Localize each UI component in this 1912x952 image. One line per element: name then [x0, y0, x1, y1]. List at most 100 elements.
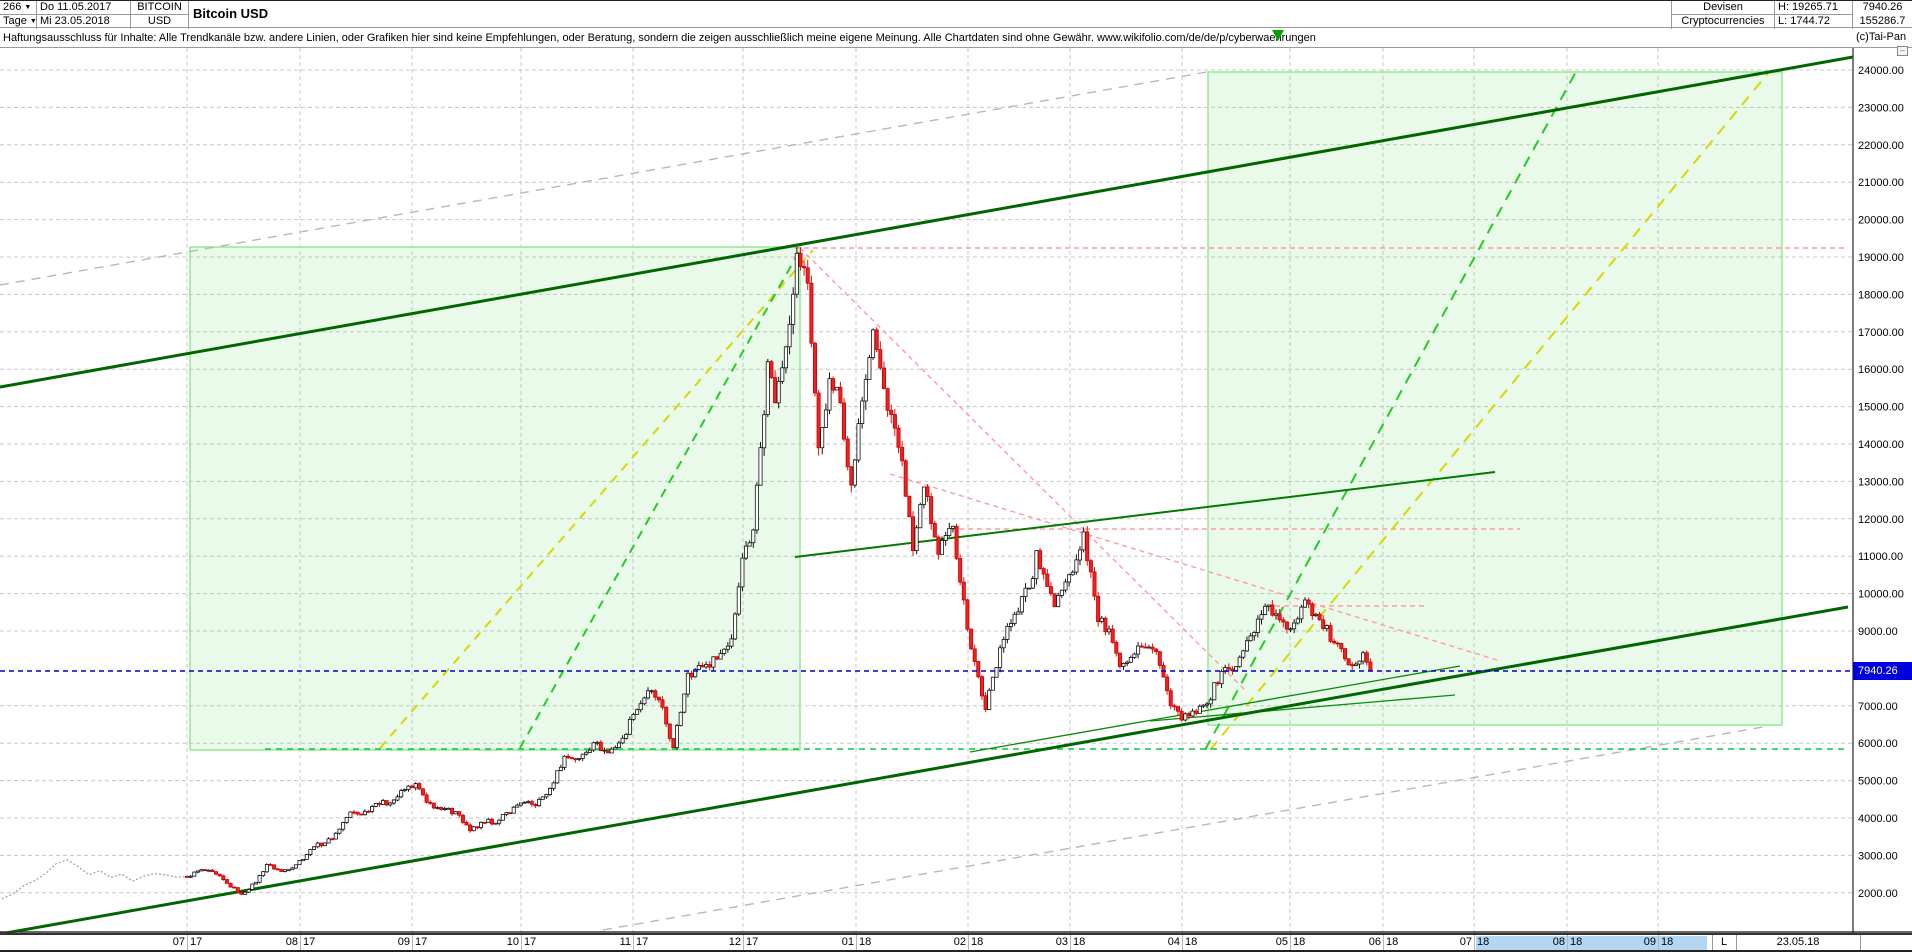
candle	[1350, 664, 1355, 667]
candle	[1154, 648, 1159, 652]
candle	[765, 361, 770, 416]
candle	[279, 869, 284, 872]
x-axis-year-label: 17	[746, 936, 759, 948]
channel-top-major	[0, 55, 1854, 389]
future-range-highlight[interactable]	[1476, 936, 1707, 950]
candle	[1364, 652, 1369, 663]
candle	[722, 648, 727, 654]
volume-value-label: 155286.7	[1859, 15, 1906, 27]
candle	[322, 842, 327, 847]
candle	[932, 523, 937, 538]
candle	[388, 802, 393, 806]
candle	[297, 860, 302, 866]
candle	[1339, 643, 1344, 650]
x-axis-tick	[1658, 935, 1659, 950]
candle	[689, 672, 694, 678]
candle	[1172, 705, 1177, 708]
candle	[188, 875, 193, 878]
candle	[1125, 661, 1130, 664]
x-axis-tick	[1290, 935, 1291, 950]
candle	[511, 806, 516, 814]
candle	[1001, 639, 1006, 649]
x-axis-year-label: 17	[190, 936, 203, 948]
candle	[1281, 619, 1286, 623]
candle	[482, 822, 487, 824]
candle	[1306, 599, 1311, 605]
candle	[1150, 646, 1155, 650]
candle	[199, 869, 204, 872]
y-axis-label: 12000.00	[1858, 514, 1904, 526]
candle	[1324, 625, 1329, 629]
candle	[526, 801, 531, 803]
last-value-label: 7940.26	[1862, 1, 1903, 13]
date-from-field[interactable]: Do 11.05.2017	[37, 1, 131, 15]
candle	[399, 790, 404, 798]
x-axis-tick	[1383, 935, 1384, 950]
candle	[250, 883, 255, 890]
candle	[976, 661, 981, 678]
candle	[696, 665, 701, 670]
date-to-field[interactable]: Mi 23.05.2018	[37, 15, 131, 29]
candle	[1139, 645, 1144, 648]
candle	[384, 800, 389, 806]
candle	[998, 647, 1003, 668]
candle	[587, 749, 592, 753]
candle	[842, 402, 847, 440]
candle	[813, 342, 818, 394]
y-axis-label: 9000.00	[1858, 626, 1898, 638]
y-axis-label: 21000.00	[1858, 177, 1904, 189]
candle	[831, 378, 836, 391]
candle	[1284, 621, 1289, 630]
disclaimer-text: Haftungsausschluss für Inhalte: Alle Tre…	[0, 29, 1912, 48]
y-axis-label: 20000.00	[1858, 215, 1904, 227]
x-axis-year-label: 17	[636, 936, 649, 948]
candle	[1266, 604, 1271, 607]
candle	[224, 879, 229, 884]
collapse-box-icon[interactable]: –	[1897, 46, 1908, 56]
candle	[348, 811, 353, 818]
fan-green-dashed-right	[1204, 67, 1579, 751]
high-value-label: H: 19265.71	[1775, 1, 1853, 15]
candle	[1092, 571, 1097, 597]
candle	[1270, 604, 1275, 616]
candle	[740, 557, 745, 588]
candle	[867, 357, 872, 380]
candle	[685, 672, 690, 695]
candle	[606, 749, 611, 754]
x-axis-month-label: 08	[285, 936, 298, 948]
candle	[856, 423, 861, 461]
candle	[380, 800, 385, 805]
period-dropdown[interactable]: Tage ▼	[0, 15, 37, 29]
candle	[1048, 586, 1053, 595]
candle	[1088, 560, 1093, 573]
candle	[519, 802, 524, 806]
candle	[206, 869, 211, 872]
candle	[1034, 550, 1039, 580]
candle	[493, 822, 498, 825]
bar-count-dropdown[interactable]: 266 ▼	[0, 1, 37, 15]
candle	[1295, 618, 1300, 624]
last-price-tag: 7940.26	[1853, 662, 1912, 680]
candle	[540, 796, 545, 800]
candle	[889, 409, 894, 415]
candle	[736, 586, 741, 615]
x-axis-tick	[1474, 935, 1475, 950]
candle	[1259, 614, 1264, 620]
candle	[653, 690, 658, 698]
candle	[508, 812, 513, 814]
symbol-label: BITCOIN	[131, 1, 189, 15]
x-axis-month-label: 07	[172, 936, 185, 948]
candle	[1168, 690, 1173, 707]
y-axis-label: 16000.00	[1858, 364, 1904, 376]
candle	[725, 645, 730, 650]
candle	[1303, 599, 1308, 608]
candle	[304, 854, 309, 860]
candle	[453, 811, 458, 815]
candle	[373, 803, 378, 807]
candle	[896, 427, 901, 448]
candle	[751, 529, 756, 544]
candle	[624, 733, 629, 739]
y-axis-label: 14000.00	[1858, 439, 1904, 451]
candle	[1321, 619, 1326, 629]
candle	[1205, 703, 1210, 706]
